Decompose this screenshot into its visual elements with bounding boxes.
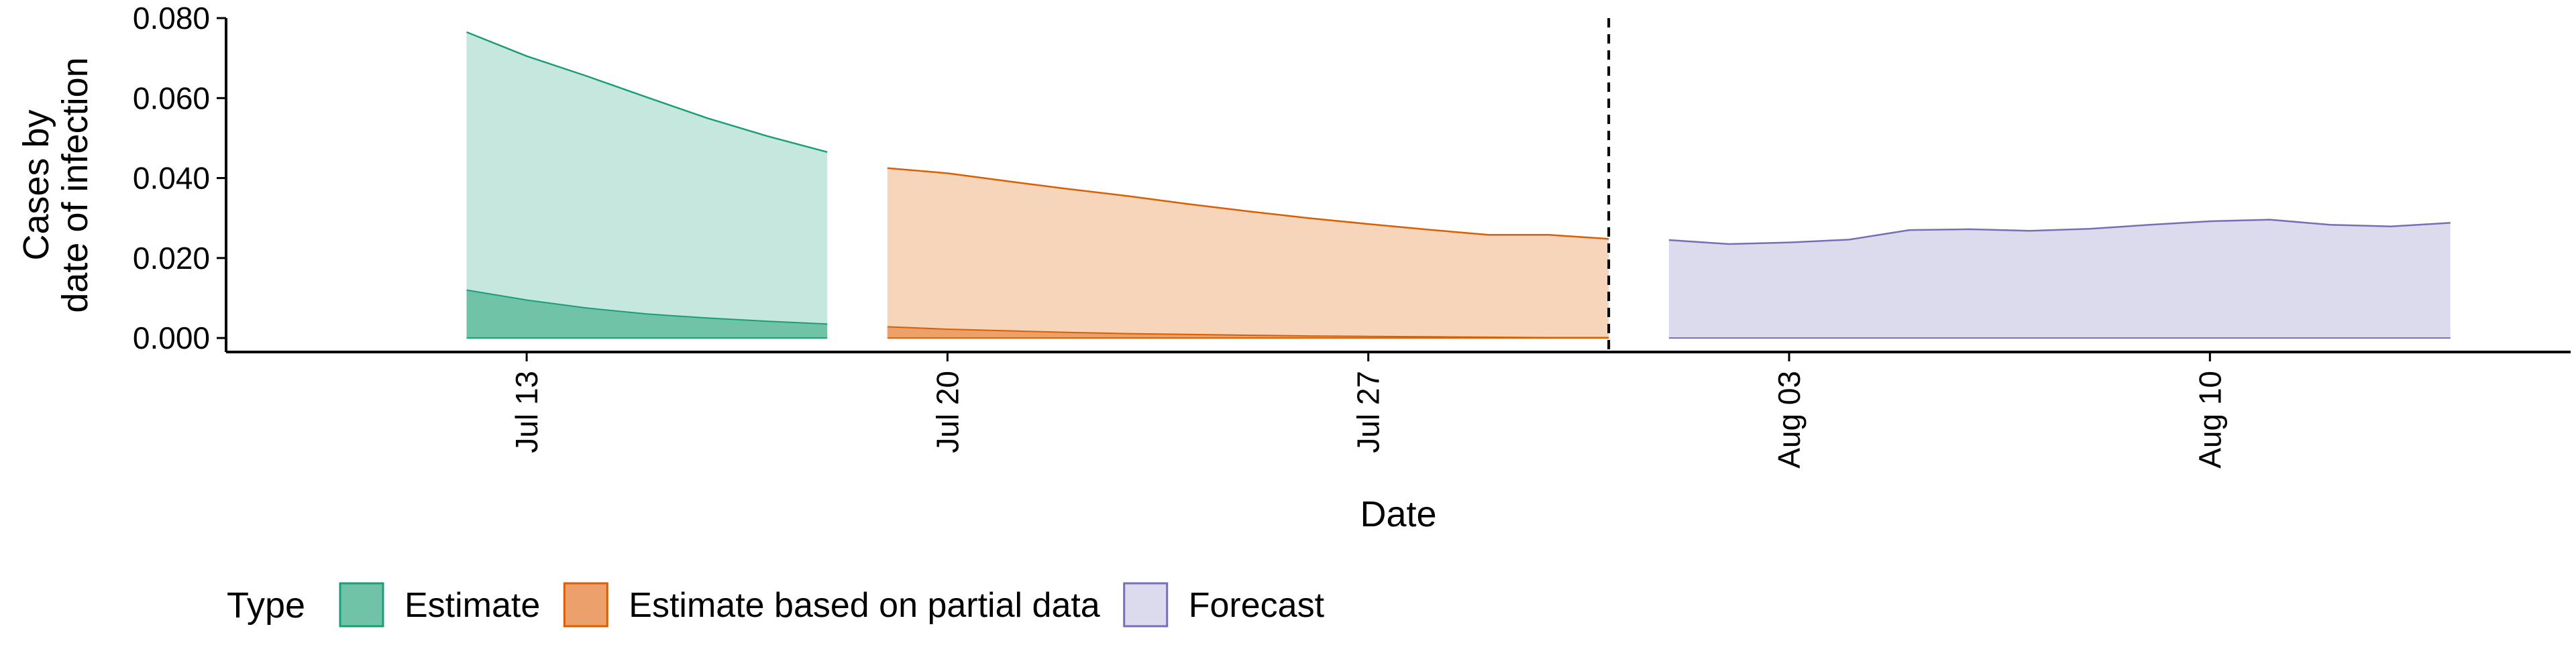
y-tick-label: 0.020 [133,241,210,276]
band-estimate-based-on-partial-data [887,327,1609,339]
x-tick-label: Jul 13 [509,371,544,453]
x-tick-label: Aug 10 [2192,371,2227,469]
legend-title: Type [227,585,305,626]
legend-swatch-estimate [339,582,384,628]
axes-layer: 0.000 0.020 0.040 0.060 0.080 Jul 13 Jul 20 Jul… [16,1,2571,534]
y-axis-title-line: date of infection [55,57,95,312]
legend-swatch-estimate-based-on-partial-data [563,582,608,628]
band-line-estimate [466,289,828,325]
x-axis-title: Date [1360,494,1436,534]
y-tick-label: 0.080 [133,1,210,36]
legend-label-estimate-based-on-partial-data: Estimate based on partial data [629,586,1100,625]
y-axis-title-line: Cases by [16,109,56,260]
area-forecast [1668,219,2451,339]
band-line-estimate-based-on-partial-data [887,326,1609,339]
legend-swatch-forecast [1123,582,1169,628]
y-tick-label: 0.040 [133,161,210,196]
legend-label-estimate: Estimate [405,586,540,625]
area-estimate [466,32,828,339]
legend-label-forecast: Forecast [1189,586,1325,625]
y-tick-label: 0.060 [133,80,210,115]
upper-line-estimate-based-on-partial-data [887,167,1609,240]
x-tick-label: Aug 03 [1772,371,1807,469]
legend: Type Estimate Estimate based on partial da… [227,582,1325,628]
upper-line-estimate [466,31,828,154]
area-estimate-based-on-partial-data [887,168,1609,339]
upper-line-forecast [1668,219,2451,245]
area-layer [466,31,2451,339]
x-tick-label: Jul 27 [1351,371,1386,453]
y-tick-label: 0.000 [133,320,210,355]
x-tick-label: Jul 20 [930,371,965,453]
